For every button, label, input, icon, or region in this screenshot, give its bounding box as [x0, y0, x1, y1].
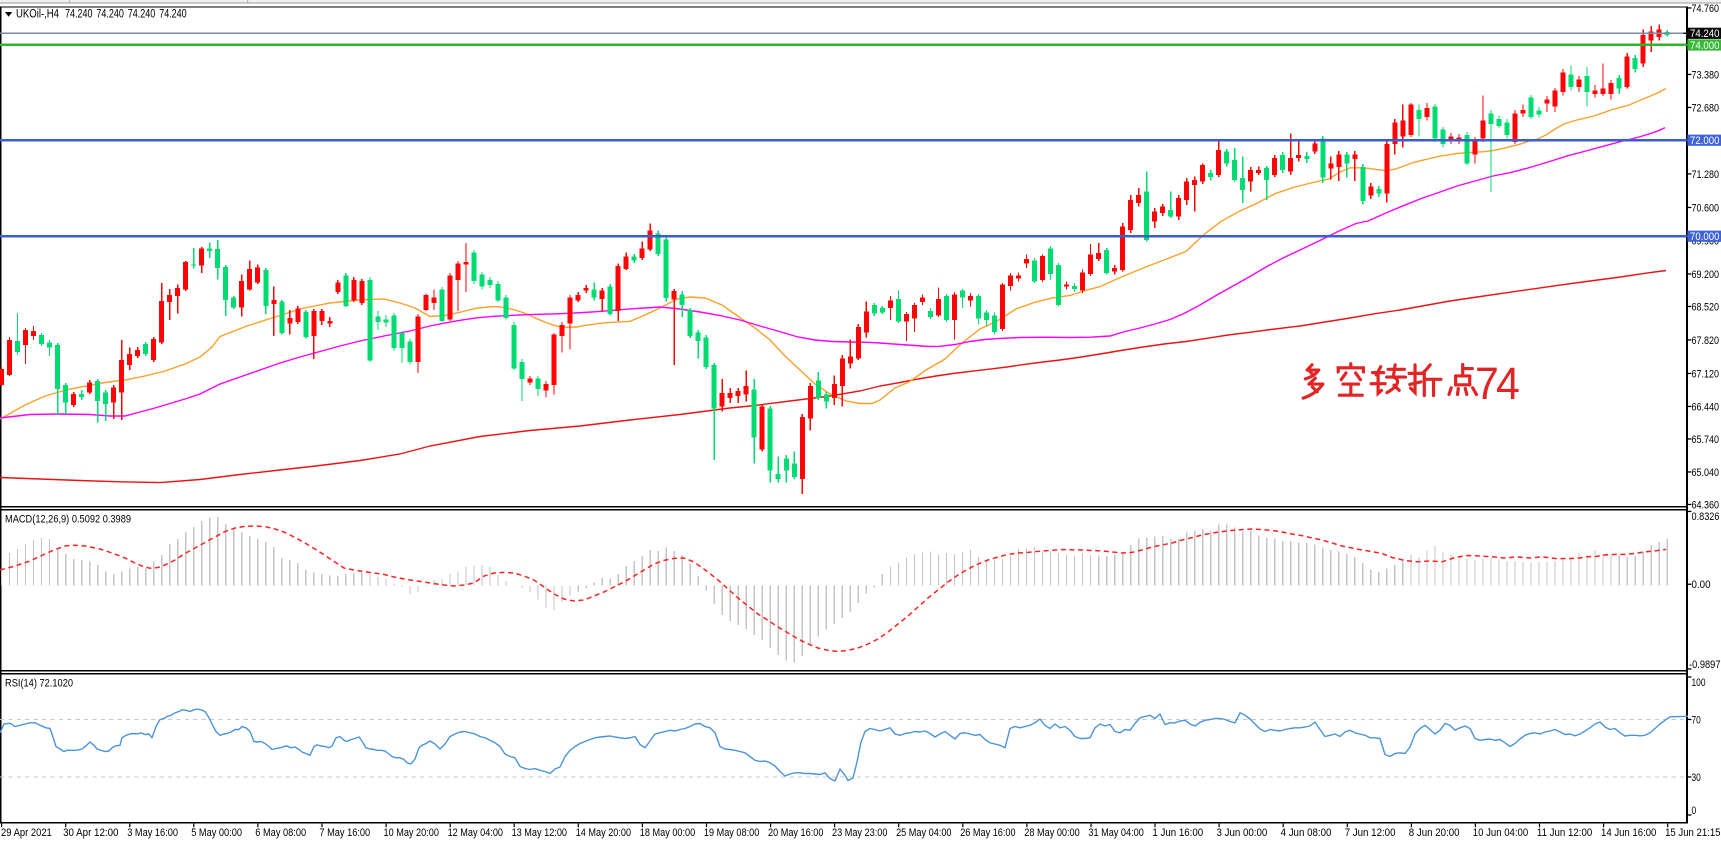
svg-text:66.440: 66.440: [1692, 401, 1720, 413]
svg-text:69.200: 69.200: [1692, 269, 1720, 281]
svg-text:28 May 00:00: 28 May 00:00: [1024, 827, 1079, 839]
svg-text:MACD(12,26,9) 0.5092 0.3989: MACD(12,26,9) 0.5092 0.3989: [5, 514, 131, 526]
svg-text:6 May 08:00: 6 May 08:00: [255, 827, 306, 839]
svg-text:23 May 23:00: 23 May 23:00: [832, 827, 887, 839]
svg-text:0.8326: 0.8326: [1692, 511, 1720, 523]
svg-text:14 Jun 16:00: 14 Jun 16:00: [1601, 827, 1656, 839]
svg-text:65.040: 65.040: [1692, 467, 1720, 479]
svg-text:30 Apr 12:00: 30 Apr 12:00: [63, 827, 118, 839]
svg-text:29 Apr 2021: 29 Apr 2021: [1, 827, 52, 839]
svg-text:5 May 00:00: 5 May 00:00: [191, 827, 242, 839]
svg-text:8 Jun 20:00: 8 Jun 20:00: [1409, 827, 1460, 839]
svg-text:3 May 16:00: 3 May 16:00: [127, 827, 178, 839]
svg-text:74.240: 74.240: [96, 8, 124, 20]
svg-text:74.000: 74.000: [1690, 40, 1720, 52]
svg-text:RSI(14) 72.1020: RSI(14) 72.1020: [5, 678, 73, 690]
svg-text:74.240: 74.240: [65, 8, 93, 20]
svg-text:11 Jun 12:00: 11 Jun 12:00: [1537, 827, 1592, 839]
svg-text:74: 74: [1475, 358, 1519, 409]
svg-text:13 May 12:00: 13 May 12:00: [512, 827, 567, 839]
svg-text:26 May 16:00: 26 May 16:00: [960, 827, 1015, 839]
svg-text:65.740: 65.740: [1692, 434, 1720, 446]
svg-text:12 May 04:00: 12 May 04:00: [448, 827, 503, 839]
svg-text:67.820: 67.820: [1692, 335, 1720, 347]
svg-text:71.280: 71.280: [1692, 169, 1720, 181]
svg-text:19 May 08:00: 19 May 08:00: [704, 827, 759, 839]
svg-text:20 May 16:00: 20 May 16:00: [768, 827, 823, 839]
svg-text:72.000: 72.000: [1690, 135, 1720, 147]
svg-text:70.600: 70.600: [1692, 202, 1720, 214]
svg-text:UKOil-,H4: UKOil-,H4: [16, 8, 59, 20]
svg-text:0.00: 0.00: [1692, 579, 1711, 591]
svg-text:25 May 04:00: 25 May 04:00: [896, 827, 951, 839]
svg-text:74.240: 74.240: [1690, 28, 1720, 40]
svg-text:1 Jun 16:00: 1 Jun 16:00: [1152, 827, 1203, 839]
svg-text:0: 0: [1692, 805, 1697, 817]
svg-text:70.000: 70.000: [1690, 231, 1720, 243]
svg-text:67.120: 67.120: [1692, 368, 1720, 380]
svg-text:18 May 00:00: 18 May 00:00: [640, 827, 695, 839]
svg-text:70: 70: [1692, 714, 1701, 726]
svg-text:10 Jun 04:00: 10 Jun 04:00: [1473, 827, 1528, 839]
svg-text:68.520: 68.520: [1692, 301, 1720, 313]
svg-text:10 May 20:00: 10 May 20:00: [384, 827, 439, 839]
svg-text:73.380: 73.380: [1692, 69, 1720, 81]
svg-text:15 Jun 21:15: 15 Jun 21:15: [1665, 827, 1720, 839]
svg-text:100: 100: [1692, 677, 1706, 689]
svg-text:4 Jun 08:00: 4 Jun 08:00: [1281, 827, 1332, 839]
svg-text:74.240: 74.240: [159, 8, 187, 20]
svg-text:14 May 20:00: 14 May 20:00: [576, 827, 631, 839]
svg-text:30: 30: [1692, 772, 1701, 784]
svg-text:-0.9897: -0.9897: [1689, 659, 1721, 671]
svg-text:3 Jun 00:00: 3 Jun 00:00: [1217, 827, 1268, 839]
svg-text:72.680: 72.680: [1692, 102, 1720, 114]
svg-text:64.360: 64.360: [1692, 499, 1720, 511]
svg-text:74.240: 74.240: [128, 8, 156, 20]
svg-text:7 May 16:00: 7 May 16:00: [319, 827, 370, 839]
svg-text:7 Jun 12:00: 7 Jun 12:00: [1345, 827, 1396, 839]
svg-text:74.760: 74.760: [1692, 3, 1720, 15]
svg-text:31 May 04:00: 31 May 04:00: [1088, 827, 1143, 839]
